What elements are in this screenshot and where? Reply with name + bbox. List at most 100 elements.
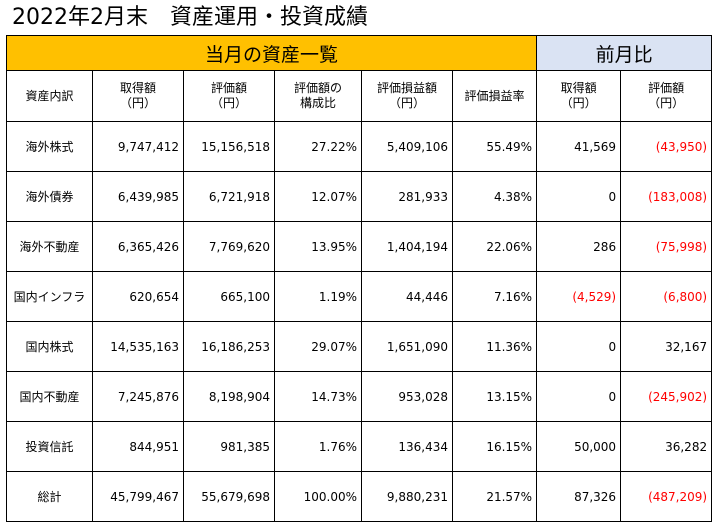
cell-valuation-ratio: 14.73%: [274, 371, 362, 422]
cell-prev-valuation-diff: (487,209): [620, 471, 713, 522]
cell-asset-category: 海外株式: [6, 121, 93, 172]
header-line: 評価額の: [293, 81, 342, 95]
cell-prev-acquired-diff: (4,529): [536, 271, 622, 322]
header-line: 評価損益額: [376, 81, 437, 95]
cell-prev-valuation-diff: (6,800): [620, 271, 713, 322]
header-line: 資産内訳: [25, 88, 74, 103]
cell-prev-acquired-diff: 0: [536, 371, 622, 422]
cell-gain-rate: 11.36%: [451, 321, 538, 372]
cell-asset-category: 国内株式: [6, 321, 93, 372]
cell-valuation: 8,198,904: [183, 371, 275, 422]
cell-valuation-ratio: 13.95%: [274, 221, 362, 272]
cell-prev-valuation-diff: (183,008): [620, 171, 713, 222]
header-row: 資産内訳 取得額 （円） 評価額 （円） 評価額の 構成比 評価損益額 （円） 評価損益率 取得額（…: [6, 70, 713, 122]
header-prev-acquired-diff: 取得額 （円）: [536, 70, 622, 122]
cell-prev-valuation-diff: 32,167: [620, 321, 713, 372]
cell-gain-rate: 55.49%: [451, 121, 538, 172]
cell-gain-rate: 7.16%: [451, 271, 538, 322]
cell-asset-category: 海外不動産: [6, 221, 93, 272]
header-line: （円）: [388, 96, 425, 110]
cell-unrealized-gain: 953,028: [361, 371, 453, 422]
asset-table: 当月の資産一覧 前月比 資産内訳 取得額 （円） 評価額 （円） 評価額の 構成比 評価損益額…: [5, 35, 713, 522]
cell-acquired-amount: 7,245,876: [92, 371, 184, 422]
table-row: 国内不動産 7,245,876 8,198,904 14.73% 953,028 13.1…: [6, 371, 713, 422]
cell-gain-rate: 4.38%: [451, 171, 538, 222]
header-line: （円）: [560, 96, 597, 110]
cell-valuation-ratio: 1.19%: [274, 271, 362, 322]
cell-valuation: 16,186,253: [183, 321, 275, 372]
header-line: 評価額: [210, 81, 247, 95]
cell-valuation: 7,769,620: [183, 221, 275, 272]
cell-prev-acquired-diff: 50,000: [536, 421, 622, 472]
cell-gain-rate: 13.15%: [451, 371, 538, 422]
header-gain-rate: 評価損益率: [451, 70, 538, 122]
header-unrealized-gain: 評価損益額 （円）: [361, 70, 453, 122]
header-line: 評価額: [648, 81, 685, 95]
cell-prev-valuation-diff: 36,282: [620, 421, 713, 472]
cell-acquired-amount: 6,365,426: [92, 221, 184, 272]
cell-prev-acquired-diff: 87,326: [536, 471, 622, 522]
header-line: 評価損益率: [464, 88, 525, 103]
cell-valuation-ratio: 100.00%: [274, 471, 362, 522]
cell-prev-valuation-diff: (75,998): [620, 221, 713, 272]
cell-prev-valuation-diff: (245,902): [620, 371, 713, 422]
table-row: 海外債券 6,439,985 6,721,918 12.07% 281,933 4.38%…: [6, 171, 713, 222]
cell-prev-acquired-diff: 41,569: [536, 121, 622, 172]
cell-asset-category: 海外債券: [6, 171, 93, 222]
cell-unrealized-gain: 136,434: [361, 421, 453, 472]
cell-gain-rate: 21.57%: [451, 471, 538, 522]
cell-prev-acquired-diff: 0: [536, 321, 622, 372]
cell-acquired-amount: 620,654: [92, 271, 184, 322]
header-line: 取得額: [560, 81, 597, 95]
cell-valuation-ratio: 29.07%: [274, 321, 362, 372]
cell-asset-category: 総計: [6, 471, 93, 522]
cell-unrealized-gain: 281,933: [361, 171, 453, 222]
cell-gain-rate: 16.15%: [451, 421, 538, 472]
cell-unrealized-gain: 44,446: [361, 271, 453, 322]
cell-valuation-ratio: 12.07%: [274, 171, 362, 222]
cell-valuation-ratio: 1.76%: [274, 421, 362, 472]
cell-prev-acquired-diff: 0: [536, 171, 622, 222]
table-row: 国内株式 14,535,163 16,186,253 29.07% 1,651,090 1…: [6, 321, 713, 372]
cell-acquired-amount: 9,747,412: [92, 121, 184, 172]
cell-valuation: 981,385: [183, 421, 275, 472]
header-line: （円）: [210, 96, 247, 110]
header-asset-category: 資産内訳: [6, 70, 93, 122]
table-row: 投資信託 844,951 981,385 1.76% 136,434 16.15% 50,0…: [6, 421, 713, 472]
cell-unrealized-gain: 5,409,106: [361, 121, 453, 172]
cell-prev-valuation-diff: (43,950): [620, 121, 713, 172]
band-previous-month: 前月比: [536, 35, 713, 71]
cell-valuation: 6,721,918: [183, 171, 275, 222]
header-line: （円）: [119, 96, 156, 110]
header-line: 構成比: [299, 96, 336, 110]
table-row: 国内インフラ 620,654 665,100 1.19% 44,446 7.16% (4,5…: [6, 271, 713, 322]
cell-acquired-amount: 844,951: [92, 421, 184, 472]
cell-unrealized-gain: 9,880,231: [361, 471, 453, 522]
header-valuation-ratio: 評価額の 構成比: [274, 70, 362, 122]
cell-acquired-amount: 6,439,985: [92, 171, 184, 222]
cell-asset-category: 国内インフラ: [6, 271, 93, 322]
header-acquired-amount: 取得額 （円）: [92, 70, 184, 122]
table-row: 海外不動産 6,365,426 7,769,620 13.95% 1,404,194 22…: [6, 221, 713, 272]
page-title: 2022年2月末 資産運用・投資成績: [12, 5, 368, 30]
cell-acquired-amount: 45,799,467: [92, 471, 184, 522]
header-line: （円）: [648, 96, 685, 110]
cell-asset-category: 国内不動産: [6, 371, 93, 422]
cell-acquired-amount: 14,535,163: [92, 321, 184, 372]
section-band-row: 当月の資産一覧 前月比: [5, 35, 713, 71]
band-current-month: 当月の資産一覧: [5, 35, 538, 71]
cell-valuation: 55,679,698: [183, 471, 275, 522]
header-line: 取得額: [119, 81, 156, 95]
total-row: 総計 45,799,467 55,679,698 100.00% 9,880,231 21…: [6, 471, 713, 522]
cell-gain-rate: 22.06%: [451, 221, 538, 272]
cell-valuation-ratio: 27.22%: [274, 121, 362, 172]
cell-asset-category: 投資信託: [6, 421, 93, 472]
cell-prev-acquired-diff: 286: [536, 221, 622, 272]
table-row: 海外株式 9,747,412 15,156,518 27.22% 5,409,106 55…: [6, 121, 713, 172]
cell-valuation: 15,156,518: [183, 121, 275, 172]
cell-unrealized-gain: 1,404,194: [361, 221, 453, 272]
header-prev-valuation-diff: 評価額 （円）: [620, 70, 713, 122]
header-valuation: 評価額 （円）: [183, 70, 275, 122]
cell-unrealized-gain: 1,651,090: [361, 321, 453, 372]
cell-valuation: 665,100: [183, 271, 275, 322]
